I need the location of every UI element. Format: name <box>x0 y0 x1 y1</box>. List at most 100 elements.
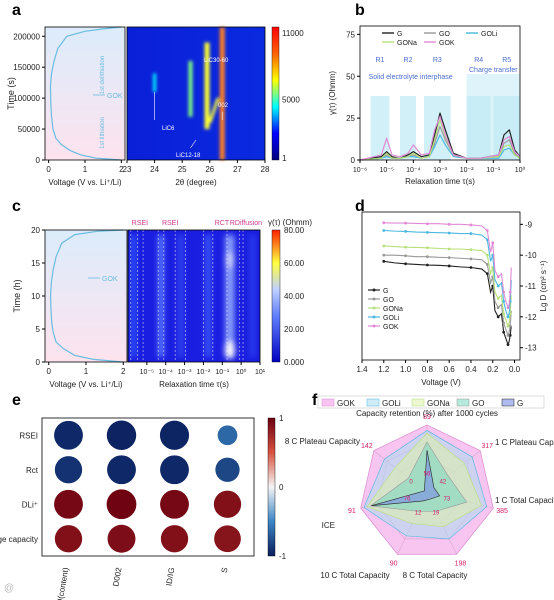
series-point-g <box>469 266 473 269</box>
series-point-go <box>469 257 473 261</box>
axis-max-value: 385 <box>496 508 508 515</box>
series-line-gok <box>383 222 512 310</box>
legend-marker-go <box>372 297 376 301</box>
plot-background <box>45 27 125 160</box>
colorbar-tick-label: 20.00 <box>284 325 305 334</box>
x-tick-label: 0.6 <box>444 365 456 374</box>
y-tick-label: 100000 <box>13 94 40 103</box>
axis-label: 8 C Plateau Capacity <box>285 437 360 446</box>
annotation-delithiation: 1st delithiation <box>100 56 106 94</box>
colorbar-tick-label: 40.00 <box>284 292 305 301</box>
series-point-gona <box>404 245 407 249</box>
panel-label-b: b <box>355 2 365 19</box>
colorbar-tick-label: 5000 <box>282 96 300 105</box>
y-tick-label: 0 <box>36 156 41 165</box>
correlation-cell <box>214 525 241 553</box>
x-tick-label: 0.4 <box>465 365 477 374</box>
series-point-goli <box>506 315 510 319</box>
x-tick-label: 26 <box>205 165 214 174</box>
axis-label: 8 C Total Capacity <box>403 571 468 580</box>
series-point-g <box>404 262 407 266</box>
panel-label-d: d <box>355 198 365 215</box>
x-axis-label: Relaxation time τ(s) <box>159 380 229 389</box>
legend-swatch-g <box>501 398 515 407</box>
series-point-g <box>508 333 512 337</box>
colorbar-tick-label: 1 <box>282 154 287 163</box>
legend-label-go: GO <box>439 31 450 38</box>
y-tick-label: -9 <box>525 220 533 229</box>
heatmap-ridges <box>153 27 225 160</box>
correlation-cell <box>160 455 189 485</box>
y-axis-label: Lg D (cm² s⁻¹) <box>539 260 548 311</box>
heatmap-hotspot <box>224 341 235 359</box>
series-point-gona <box>496 296 500 300</box>
panel-f: 89 56 317 42 385 73 198 19 90 12 91 76 142 0 1 C Plate… <box>285 395 554 580</box>
series-point-gok <box>496 275 500 279</box>
x-tick-label: 1 <box>83 165 88 174</box>
region-label: R4 <box>474 57 483 64</box>
y-tick-label: 50 <box>346 72 355 81</box>
legend-label-goli: GOLi <box>383 315 400 322</box>
region-label: R1 <box>376 57 385 64</box>
series-point-gok <box>491 241 495 245</box>
correlation-cell <box>213 490 242 518</box>
radar-area-g <box>371 450 441 507</box>
axis-max-value: 91 <box>348 508 356 515</box>
col-label: C=O(content) <box>53 566 70 600</box>
correlation-cell <box>160 525 189 553</box>
series-line-go <box>383 254 512 337</box>
x-axis-label: 2θ (degree) <box>175 178 217 187</box>
x-tick-label: 0 <box>47 367 52 376</box>
x-tick-label: 10⁻⁴ <box>158 369 173 376</box>
heatmap-frame <box>127 229 261 363</box>
correlation-cell <box>54 525 83 553</box>
x-tick-label: 0.2 <box>487 365 499 374</box>
series-point-go <box>425 255 429 259</box>
annotation-lithiation: 1st lithiation <box>100 117 106 149</box>
annotation-lic12: LiC12-18 <box>176 153 201 159</box>
series-line-gona <box>383 245 512 328</box>
heatmap-background <box>127 27 265 160</box>
x-tick-label: 10⁻² <box>460 167 474 174</box>
heatmap-blobs <box>131 235 255 359</box>
correlation-cell <box>106 489 137 520</box>
series-point-g <box>496 315 500 319</box>
series-point-goli <box>382 229 386 232</box>
series-line-gok <box>49 229 124 363</box>
legend-label-go: GO <box>472 399 484 408</box>
correlation-cell <box>54 420 83 450</box>
y-tick-label: 20 <box>31 226 40 235</box>
correlation-cell <box>106 420 137 450</box>
y-tick-label: 0 <box>351 156 356 165</box>
region-band <box>400 96 416 160</box>
series-point-gok <box>382 221 386 225</box>
colorbar <box>271 26 280 161</box>
series-point-goli <box>425 230 429 234</box>
series-point-g <box>447 264 451 268</box>
annotation-002: 002 <box>218 103 229 109</box>
panel-b: R1 R2 R3 R4 R5 Solid electrolyte interphase Ch… <box>328 25 525 186</box>
series-point-gok <box>425 222 429 226</box>
axis-min-value: 42 <box>440 479 447 485</box>
row-label: Charge capacity <box>0 535 38 544</box>
correlation-cell <box>159 420 190 450</box>
axis-label: 10 C Total Capacity <box>320 571 389 580</box>
series-point-goli <box>502 300 506 303</box>
annotation-lic30: LiC30-60 <box>204 58 229 64</box>
series-label-gok: GOK <box>107 93 123 100</box>
series-line-g <box>383 260 512 347</box>
legend-swatch-goli <box>366 398 380 407</box>
x-tick-label: 10⁻¹ <box>486 167 500 174</box>
legend-label-g: G <box>397 31 402 38</box>
legend-marker-gona <box>372 306 376 310</box>
series-point-goli <box>496 284 500 288</box>
x-axis-label: Voltage (V vs. Li⁺/Li) <box>48 178 121 187</box>
panel-label-f: f <box>312 392 318 409</box>
axis-label: 1 C Total Capacity <box>495 496 554 505</box>
series-point-go <box>502 321 506 325</box>
region-note-ct: Charge transfer <box>469 67 518 74</box>
series-point-go <box>382 253 386 257</box>
region-label: R2 <box>404 57 413 64</box>
x-tick-label: 10⁻⁵ <box>379 167 393 174</box>
y-tick-label: 0 <box>36 358 41 367</box>
